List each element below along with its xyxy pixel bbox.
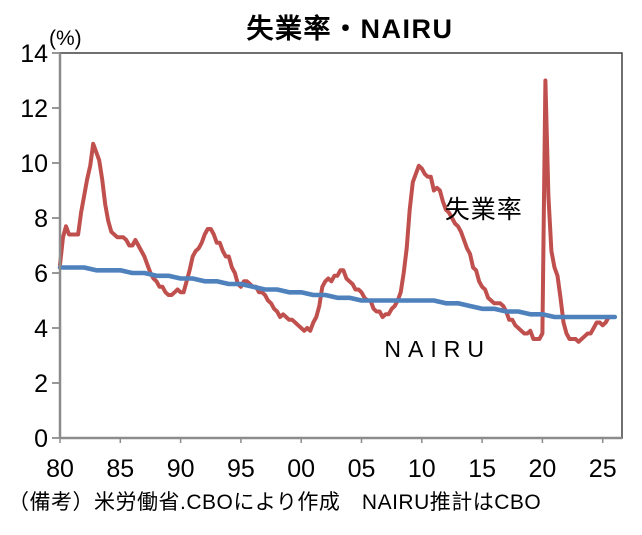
y-tick-label: 4 (34, 315, 48, 343)
x-tick-label: 95 (227, 455, 255, 483)
y-tick-label: 14 (20, 40, 48, 68)
y-tick-label: 8 (34, 205, 48, 233)
x-tick-label: 20 (528, 455, 556, 483)
series-annotations: 失業率 NAIRU (384, 196, 523, 362)
y-tick-label: 6 (34, 260, 48, 288)
x-axis-ticks: 80 85 90 95 00 05 10 15 20 25 (46, 438, 617, 483)
x-tick-label: 85 (106, 455, 134, 483)
x-tick-label: 10 (408, 455, 436, 483)
y-tick-label: 2 (34, 370, 48, 398)
x-tick-label: 80 (46, 455, 74, 483)
y-tick-label: 10 (20, 150, 48, 178)
unemployment-rate-line (58, 78, 611, 344)
nairu-line (57, 265, 618, 320)
series-annotation: NAIRU (384, 336, 491, 362)
x-tick-label: 15 (468, 455, 496, 483)
y-tick-label: 12 (20, 95, 48, 123)
series-lines (57, 78, 618, 344)
x-tick-label: 00 (287, 455, 315, 483)
y-axis-unit-label: (%) (49, 27, 82, 50)
y-tick-label: 0 (34, 425, 48, 453)
y-axis-ticks: 0 2 4 6 8 10 12 14 (20, 40, 60, 453)
series-annotation: 失業率 (445, 196, 523, 224)
chart-title: 失業率・NAIRU (247, 13, 454, 44)
plot-area-frame (59, 52, 623, 439)
x-tick-label: 05 (348, 455, 376, 483)
source-footnote: （備考）米労働省.CBOにより作成 NAIRU推計はCBO (8, 491, 541, 514)
x-tick-label: 25 (589, 455, 617, 483)
x-tick-label: 90 (167, 455, 195, 483)
